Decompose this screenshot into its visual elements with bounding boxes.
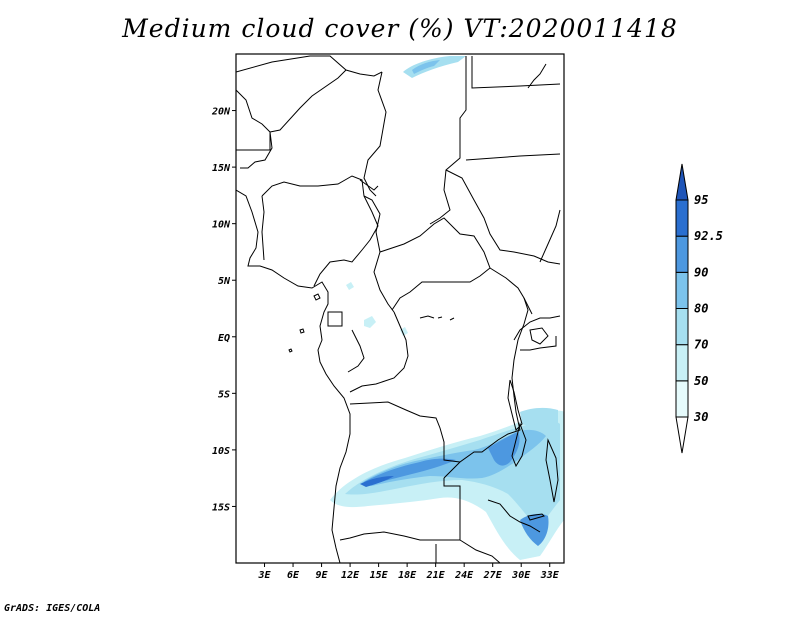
colorbar-label: 92.5 <box>694 229 723 243</box>
lon-tick-label: 18E <box>398 570 417 581</box>
lon-tick-label: 24E <box>454 570 474 581</box>
latitude-axis: 20N 15N 10N 5N EQ 5S 10S 15S <box>211 107 236 513</box>
colorbar-label: 95 <box>694 193 708 207</box>
longitude-axis: 3E 6E 9E 12E 15E 18E 21E 24E 27E 30E 33E <box>257 563 560 581</box>
colorbar-label: 90 <box>694 265 708 279</box>
cloud-patch <box>346 282 354 290</box>
lat-tick-label: EQ <box>218 333 230 344</box>
colorbar-over-triangle <box>675 163 689 201</box>
colorbar-segment <box>675 271 689 310</box>
map-frame <box>235 53 565 564</box>
colorbar-segment <box>675 344 689 382</box>
lon-tick-label: 12E <box>341 570 360 581</box>
lat-tick-label: 20N <box>211 107 231 118</box>
colorbar-label: 70 <box>694 338 708 352</box>
lat-tick-label: 10N <box>212 220 231 231</box>
colorbar: 30 50 70 80 90 92.5 95 <box>675 163 723 454</box>
cloud-patch <box>364 316 376 328</box>
lat-tick-label: 15N <box>212 163 231 174</box>
colorbar-segment <box>675 199 689 237</box>
colorbar-label: 80 <box>694 302 708 316</box>
colorbar-label: 30 <box>693 410 708 424</box>
lat-tick-label: 5S <box>218 389 230 400</box>
lon-tick-label: 9E <box>316 570 329 581</box>
map-title: Medium cloud cover (%) VT:2020011418 <box>122 14 678 43</box>
colorbar-segment <box>675 308 689 346</box>
colorbar-label: 50 <box>694 374 708 388</box>
lon-tick-label: 33E <box>540 570 560 581</box>
country-borders <box>236 55 561 563</box>
cloud-patch <box>520 513 549 546</box>
colorbar-segment <box>675 235 689 273</box>
lon-tick-label: 21E <box>426 570 446 581</box>
credit-label: GrADS: IGES/COLA <box>4 603 101 614</box>
cloud-patch <box>403 56 466 78</box>
colorbar-under-triangle <box>675 416 689 454</box>
cloud-patch <box>488 432 520 466</box>
colorbar-segment <box>675 380 689 418</box>
lon-tick-label: 6E <box>287 570 300 581</box>
lat-tick-label: 10S <box>212 446 230 457</box>
cloud-patch <box>412 60 440 74</box>
lon-tick-label: 15E <box>370 570 389 581</box>
lon-tick-label: 30E <box>511 570 531 581</box>
lat-tick-label: 5N <box>218 276 231 287</box>
lat-tick-label: 15S <box>212 502 230 513</box>
cloud-patch <box>520 407 558 428</box>
cloud-patch <box>400 327 408 336</box>
lon-tick-label: 27E <box>483 570 503 581</box>
lon-tick-label: 3E <box>257 570 271 581</box>
cloud-cover-field <box>330 56 564 560</box>
cloud-patch <box>360 476 394 487</box>
